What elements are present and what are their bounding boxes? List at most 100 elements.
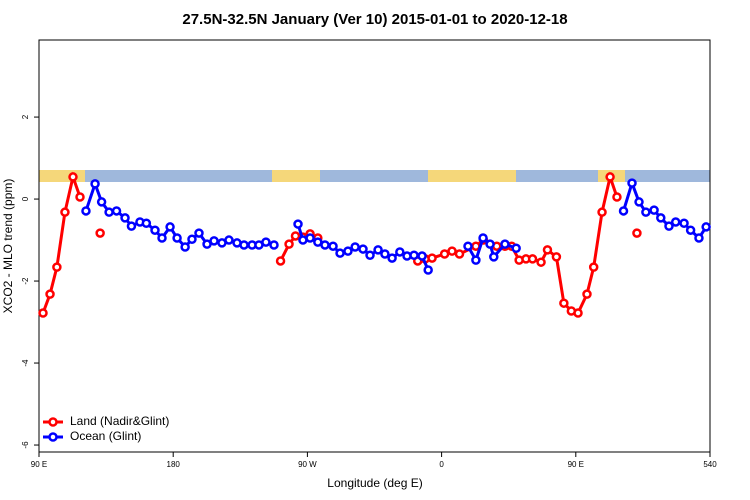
y-tick-label: 0 [21, 196, 30, 201]
data-point [634, 197, 644, 207]
y-tick-label: -4 [21, 359, 30, 367]
data-point [373, 245, 383, 255]
data-point [463, 241, 473, 251]
data-point [104, 207, 114, 217]
data-point [150, 225, 160, 235]
land-strip [39, 170, 85, 182]
data-point [202, 239, 212, 249]
x-axis-label: Longitude (deg E) [327, 476, 422, 490]
data-point [343, 246, 353, 256]
data-point [126, 221, 137, 231]
data-point [632, 228, 642, 238]
data-point [290, 231, 301, 241]
data-point [194, 228, 204, 238]
data-point [551, 252, 562, 262]
data-point [439, 249, 450, 259]
data-point [597, 207, 607, 217]
data-point [141, 218, 152, 228]
data-point [694, 233, 704, 243]
data-point [559, 298, 569, 308]
y-tick-label: 2 [21, 114, 30, 119]
data-point [157, 233, 167, 243]
legend-marker [48, 417, 58, 427]
data-point [172, 233, 182, 243]
data-point [365, 250, 375, 260]
data-point [471, 255, 481, 265]
data-point [224, 235, 234, 245]
data-point [582, 289, 592, 299]
data-point [284, 239, 294, 249]
plot-frame [38, 39, 711, 453]
data-point [612, 192, 622, 202]
data-point [275, 256, 286, 266]
data-point [75, 192, 85, 202]
data-point [180, 242, 190, 252]
data-point [45, 289, 55, 299]
data-point [701, 222, 711, 232]
data-point [305, 233, 315, 243]
data-point [269, 240, 279, 250]
data-point [409, 250, 419, 260]
data-point [96, 197, 107, 207]
y-tick-label: -2 [21, 277, 30, 285]
data-point [664, 221, 674, 231]
data-point [447, 246, 457, 256]
data-point [328, 241, 338, 251]
data-point [111, 206, 122, 216]
data-point [685, 225, 696, 235]
data-point [90, 179, 100, 189]
data-point [209, 236, 219, 246]
data-point [478, 233, 488, 243]
data-point [485, 239, 495, 249]
data-point [500, 239, 510, 249]
data-point [187, 234, 197, 244]
data-point [350, 242, 360, 252]
data-point [387, 253, 397, 263]
x-tick-label: 0 [439, 460, 444, 469]
data-point [573, 308, 583, 318]
y-axis-label: XCO2 - MLO trend (ppm) [1, 179, 15, 314]
data-point [605, 172, 615, 182]
data-point [293, 219, 303, 229]
data-point [81, 206, 91, 216]
data-point [120, 213, 130, 223]
data-point [165, 222, 175, 232]
legend-marker [48, 432, 58, 442]
data-point [60, 207, 70, 217]
data-point [427, 253, 437, 263]
data-point [395, 247, 405, 257]
data-point [649, 205, 659, 215]
data-point [52, 262, 62, 272]
y-tick-label: -6 [21, 441, 30, 449]
data-point [454, 249, 465, 259]
data-point [618, 206, 629, 216]
data-point [417, 251, 427, 261]
ocean-strip [39, 170, 710, 182]
data-point [239, 240, 249, 250]
data-point [536, 257, 546, 267]
x-tick-label: 90 E [568, 460, 584, 469]
legend-label: Ocean (Glint) [70, 429, 141, 443]
data-point [38, 308, 48, 318]
x-tick-label: 90 E [31, 460, 47, 469]
data-point [542, 245, 553, 255]
x-tick-label: 540 [703, 460, 717, 469]
data-point [68, 172, 78, 182]
data-point [423, 265, 433, 275]
land-strip [428, 170, 516, 182]
data-point [489, 252, 499, 262]
data-point [358, 244, 368, 254]
data-point [511, 243, 521, 254]
land-strip [272, 170, 320, 182]
data-point [261, 237, 271, 247]
data-point [641, 207, 651, 217]
data-point [656, 213, 666, 223]
data-point [670, 217, 681, 227]
data-point [320, 240, 330, 250]
data-point [627, 178, 637, 188]
legend-label: Land (Nadir&Glint) [70, 414, 169, 428]
x-tick-label: 180 [167, 460, 181, 469]
data-point [335, 248, 345, 258]
data-point [95, 228, 105, 238]
